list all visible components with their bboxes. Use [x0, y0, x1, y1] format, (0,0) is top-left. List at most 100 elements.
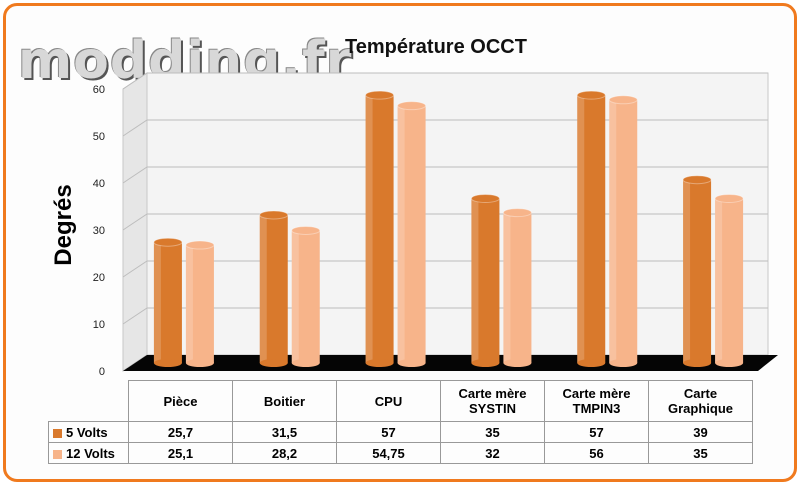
- data-cell: 56: [544, 442, 649, 464]
- chart-floor: [123, 355, 778, 371]
- data-cell: 39: [648, 421, 753, 443]
- gridline: [122, 260, 768, 278]
- bar-highlight: [365, 95, 373, 363]
- bar-cap: [291, 225, 321, 235]
- series-row-12v: 12 Volts 25,1 28,2 54,75 32 56 35: [48, 442, 753, 464]
- bar-base: [715, 359, 744, 367]
- chart-plot: 0 10 20 30 40 50 60: [93, 72, 778, 378]
- bar-cap: [365, 90, 395, 100]
- gridline: [122, 72, 768, 90]
- bar-highlight: [471, 198, 479, 363]
- bar-body: [609, 99, 638, 364]
- bar-highlight: [577, 95, 585, 363]
- gridline: [122, 213, 768, 231]
- bar-1-1: [291, 225, 321, 367]
- bar-cap: [397, 101, 427, 111]
- bar-highlight: [503, 212, 511, 363]
- bar-base: [397, 359, 426, 367]
- chart-title: Température OCCT: [345, 36, 527, 58]
- table-corner: [49, 381, 129, 422]
- bar-highlight: [259, 214, 267, 363]
- data-cell: 32: [440, 442, 545, 464]
- series-row-5v: 5 Volts 25,7 31,5 57 35 57 39: [48, 421, 753, 443]
- bar-cap: [682, 175, 712, 185]
- gridline: [122, 307, 768, 325]
- gridline: [122, 119, 768, 137]
- bar-0-3: [470, 194, 500, 367]
- bar-base: [365, 359, 394, 367]
- bar-base: [259, 359, 288, 367]
- bar-highlight: [609, 99, 617, 364]
- bar-highlight: [291, 230, 299, 363]
- bar-highlight: [715, 198, 723, 363]
- bar-cap: [576, 90, 606, 100]
- bar-highlight: [153, 242, 161, 363]
- category-label-4: Carte mère TMPIN3: [544, 380, 649, 422]
- bar-body: [185, 245, 214, 363]
- bar-cap: [185, 240, 215, 250]
- bar-body: [291, 230, 320, 363]
- bar-0-2: [365, 90, 395, 367]
- data-cell: 31,5: [232, 421, 337, 443]
- y-tick-label: 10: [93, 319, 105, 331]
- bar-0-4: [576, 90, 606, 367]
- bar-1-3: [502, 208, 532, 367]
- category-label-2: CPU: [336, 380, 441, 422]
- category-label-5: Carte Graphique: [648, 380, 753, 422]
- y-tick-label: 50: [93, 131, 105, 143]
- category-row: Pièce Boitier CPU Carte mère SYSTIN Carte…: [49, 380, 753, 422]
- bar-highlight: [397, 105, 405, 364]
- bar-0-1: [259, 210, 289, 367]
- bar-cap: [608, 95, 638, 105]
- data-cell: 54,75: [336, 442, 441, 464]
- bar-1-2: [397, 101, 427, 367]
- bar-body: [365, 95, 394, 363]
- bar-0-5: [682, 175, 712, 367]
- legend-5v: 5 Volts: [48, 421, 129, 443]
- bar-body: [471, 198, 500, 363]
- data-table: Pièce Boitier CPU Carte mère SYSTIN Carte…: [48, 380, 753, 464]
- chart-frame: modding.fr Température OCCT Degrés 0 10 20…: [3, 3, 797, 482]
- bar-body: [503, 212, 532, 363]
- data-cell: 57: [336, 421, 441, 443]
- bar-base: [683, 359, 712, 367]
- bar-body: [153, 242, 182, 363]
- bar-0-0: [153, 237, 183, 367]
- bar-cap: [714, 194, 744, 203]
- bar-body: [577, 95, 606, 363]
- bar-cap: [153, 237, 183, 247]
- bar-1-0: [185, 240, 215, 367]
- data-cell: 35: [440, 421, 545, 443]
- y-tick-label: 40: [93, 178, 105, 190]
- data-cell: 25,7: [128, 421, 233, 443]
- legend-swatch-12v: [53, 449, 62, 459]
- bar-cap: [470, 194, 500, 203]
- data-cell: 57: [544, 421, 649, 443]
- bar-base: [503, 359, 532, 367]
- bar-base: [577, 359, 606, 367]
- category-label-3: Carte mère SYSTIN: [440, 380, 545, 422]
- category-label-1: Boitier: [232, 380, 337, 422]
- bar-cap: [502, 208, 532, 218]
- bar-highlight: [185, 245, 193, 363]
- bar-body: [683, 179, 712, 363]
- category-label-0: Pièce: [128, 380, 233, 422]
- bar-highlight: [683, 179, 691, 363]
- data-cell: 25,1: [128, 442, 233, 464]
- y-tick-label: 60: [93, 84, 105, 96]
- y-tick-label: 0: [99, 366, 105, 378]
- bar-1-5: [714, 194, 744, 367]
- data-cell: 35: [648, 442, 753, 464]
- bar-1-4: [608, 95, 638, 367]
- bar-body: [259, 214, 288, 363]
- bar-base: [153, 359, 182, 367]
- bar-cap: [259, 210, 289, 220]
- legend-12v: 12 Volts: [48, 442, 129, 464]
- bar-body: [715, 198, 744, 363]
- data-cell: 28,2: [232, 442, 337, 464]
- y-tick-label: 20: [93, 272, 105, 284]
- bar-base: [609, 359, 638, 367]
- bar-base: [471, 359, 500, 367]
- bar-body: [397, 105, 426, 364]
- bar-base: [185, 359, 214, 367]
